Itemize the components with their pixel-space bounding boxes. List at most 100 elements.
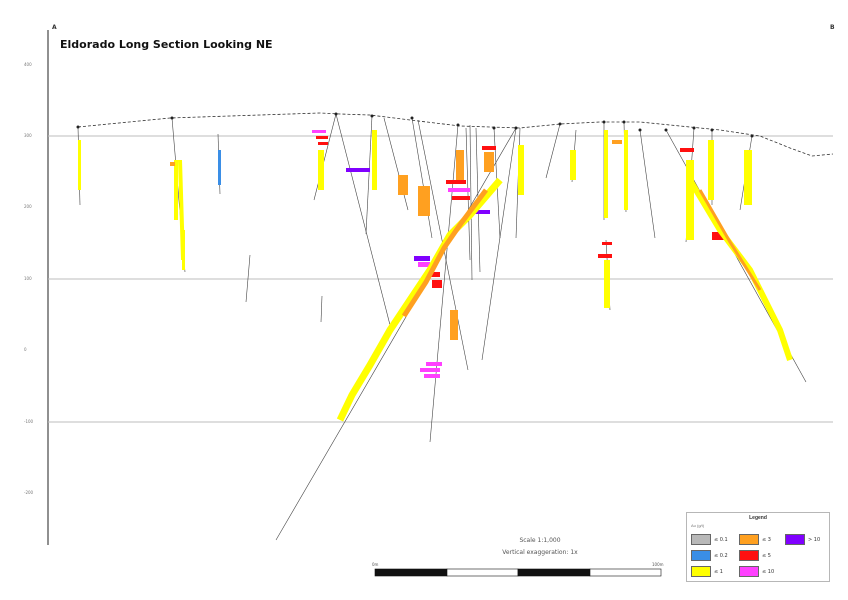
- assay-interval: [604, 130, 608, 218]
- assay-interval: [474, 210, 490, 214]
- collar-marker: [602, 120, 606, 124]
- collar-marker: [170, 116, 174, 120]
- topography-profile: [77, 112, 834, 157]
- legend-label: ≤ 3: [762, 536, 771, 543]
- drill-hole-trace: [469, 124, 473, 281]
- assay-interval: [424, 374, 440, 378]
- collar-marker: [638, 128, 642, 132]
- legend-label: ≤ 0.1: [714, 536, 728, 543]
- assay-interval: [446, 180, 466, 184]
- mineralised-zone: [401, 188, 488, 318]
- collar-marker: [492, 126, 496, 130]
- assay-interval: [174, 160, 178, 220]
- assay-interval: [712, 232, 724, 240]
- legend-label: > 10: [808, 536, 821, 543]
- assay-interval: [602, 242, 612, 245]
- scale-segment: [517, 568, 591, 577]
- assay-interval: [484, 152, 494, 172]
- assay-interval: [414, 256, 430, 261]
- legend-item: ≤ 10: [739, 566, 774, 577]
- assay-interval: [612, 140, 622, 144]
- legend-swatch: [691, 550, 711, 561]
- drill-hole-trace: [545, 123, 561, 179]
- elevation-label: 0: [24, 347, 27, 352]
- drill-hole-trace: [335, 113, 391, 326]
- elevation-label: -200: [24, 490, 34, 495]
- elevation-label: 200: [24, 204, 32, 209]
- collar-marker: [664, 128, 668, 132]
- drill-hole-trace: [383, 117, 409, 211]
- legend-swatch: [739, 550, 759, 561]
- collar-marker: [334, 112, 338, 116]
- assay-interval: [426, 362, 442, 366]
- assay-interval: [428, 272, 440, 277]
- drill-hole-trace: [639, 129, 656, 239]
- assay-interval: [518, 145, 524, 195]
- drill-hole-trace: [313, 113, 337, 201]
- drill-hole-traces: [77, 113, 807, 541]
- assay-interval: [604, 260, 610, 308]
- diagram-title: Eldorado Long Section Looking NE: [60, 38, 273, 51]
- legend-item: ≤ 0.2: [691, 550, 728, 561]
- mineralised-zone: [687, 178, 793, 361]
- elevation-label: 300: [24, 133, 32, 138]
- legend-subtitle: Au (g/t): [691, 523, 705, 528]
- collar-marker: [514, 126, 518, 130]
- collar-marker: [76, 125, 80, 129]
- assay-interval: [318, 142, 328, 145]
- elevation-label: -100: [24, 419, 34, 424]
- drill-hole-trace: [411, 117, 433, 239]
- assay-interval: [312, 130, 326, 133]
- assay-interval: [598, 254, 612, 258]
- collar-marker: [692, 126, 696, 130]
- assay-interval: [708, 140, 714, 200]
- legend: Legend Au (g/t) ≤ 0.1 ≤ 0.2 ≤ 1 ≤ 3 ≤ 5 …: [686, 512, 830, 582]
- legend-item: ≤ 5: [739, 550, 771, 561]
- scale-segment: [446, 568, 519, 577]
- section-end-label-b: B: [830, 24, 835, 31]
- collar-marker: [558, 122, 562, 126]
- scale-start-label: 0m: [372, 562, 379, 567]
- assay-interval: [418, 262, 430, 267]
- drill-hole-trace: [245, 254, 251, 303]
- collar-marker: [750, 134, 754, 138]
- assay-interval: [744, 150, 752, 205]
- collar-marker: [410, 116, 414, 120]
- legend-item: ≤ 3: [739, 534, 771, 545]
- collar-marker: [622, 120, 626, 124]
- assay-interval: [318, 150, 324, 190]
- assay-interval: [372, 130, 377, 190]
- assay-interval: [218, 150, 221, 185]
- legend-label: ≤ 10: [762, 568, 775, 575]
- assay-interval: [450, 310, 458, 340]
- drill-collars: [76, 112, 754, 138]
- section-end-label-a: A: [52, 24, 57, 31]
- drill-hole-trace: [320, 295, 323, 323]
- scale-bar: [374, 568, 662, 577]
- legend-item: ≤ 1: [691, 566, 723, 577]
- scale-segment: [589, 568, 662, 577]
- assay-interval: [448, 188, 470, 192]
- legend-item: ≤ 0.1: [691, 534, 728, 545]
- assay-interval: [452, 196, 470, 200]
- assay-interval: [418, 186, 430, 216]
- legend-swatch: [739, 534, 759, 545]
- legend-label: ≤ 5: [762, 552, 771, 559]
- legend-label: ≤ 0.2: [714, 552, 728, 559]
- drill-hole-trace: [275, 127, 517, 541]
- assay-interval: [346, 168, 370, 172]
- legend-swatch: [691, 566, 711, 577]
- assay-interval: [570, 150, 576, 180]
- assay-interval: [420, 368, 440, 372]
- legend-label: ≤ 1: [714, 568, 723, 575]
- drill-hole-trace: [365, 115, 373, 235]
- collar-marker: [370, 114, 374, 118]
- vertical-exaggeration-text: Vertical exaggeration: 1x: [502, 549, 578, 556]
- elevation-label: 400: [24, 62, 32, 67]
- assay-interval: [398, 175, 408, 195]
- elevation-label: 100: [24, 276, 32, 281]
- assay-interval: [482, 146, 496, 150]
- mineralised-zone: [698, 189, 762, 291]
